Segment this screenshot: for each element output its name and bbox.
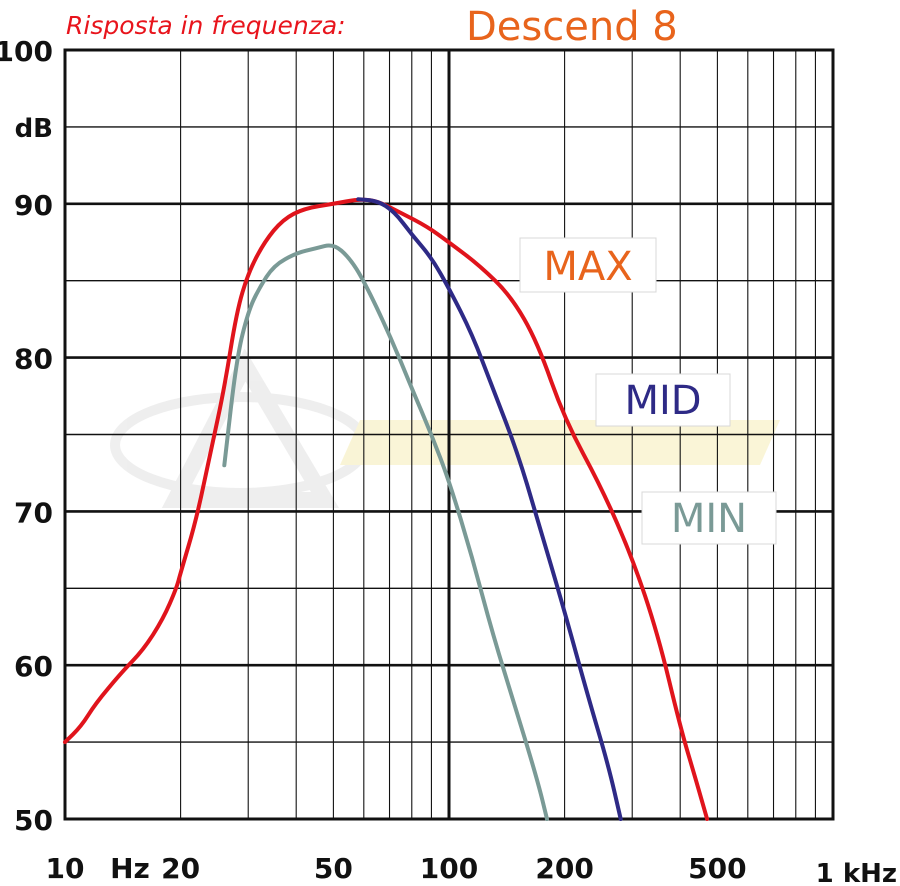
x-tick-label: 20 <box>161 852 200 885</box>
y-tick-label: 90 <box>14 189 53 222</box>
x-tick-label: 500 <box>688 852 746 885</box>
x-tick-label: 100 <box>420 852 478 885</box>
series-label-mid: MID <box>624 378 701 424</box>
series-line-mid <box>356 197 623 821</box>
series-line-max <box>63 197 710 821</box>
series-label-max: MAX <box>543 244 632 290</box>
product-name: Descend 8 <box>466 4 678 50</box>
y-axis-unit: dB <box>15 114 53 144</box>
x-tick-label: 50 <box>314 852 353 885</box>
series-lines <box>63 197 710 821</box>
y-axis: 100 90 80 70 60 50 dB <box>0 35 53 837</box>
series-label-min: MIN <box>671 496 747 542</box>
x-tick-label: 200 <box>535 852 593 885</box>
x-unit-khz: 1 kHz <box>816 859 897 886</box>
plot-frame <box>63 48 835 821</box>
chart-title: Risposta in frequenza: <box>66 11 346 40</box>
y-tick-label: 100 <box>0 35 53 68</box>
y-tick-label: 70 <box>14 496 53 529</box>
y-tick-label: 60 <box>14 650 53 683</box>
series-label-box <box>519 237 657 293</box>
series-label-box <box>641 491 777 545</box>
chart-grid <box>63 48 835 821</box>
y-tick-label: 50 <box>14 804 53 837</box>
series-labels: MAX MID MIN <box>519 237 777 545</box>
x-tick-label: 10 <box>46 852 85 885</box>
series-label-box <box>595 373 731 427</box>
x-axis: 10 20 50 100 200 500 Hz 1 kHz <box>46 852 897 886</box>
y-tick-label: 80 <box>14 343 53 376</box>
x-unit-hz: Hz <box>110 852 150 885</box>
series-line-min <box>222 243 549 821</box>
